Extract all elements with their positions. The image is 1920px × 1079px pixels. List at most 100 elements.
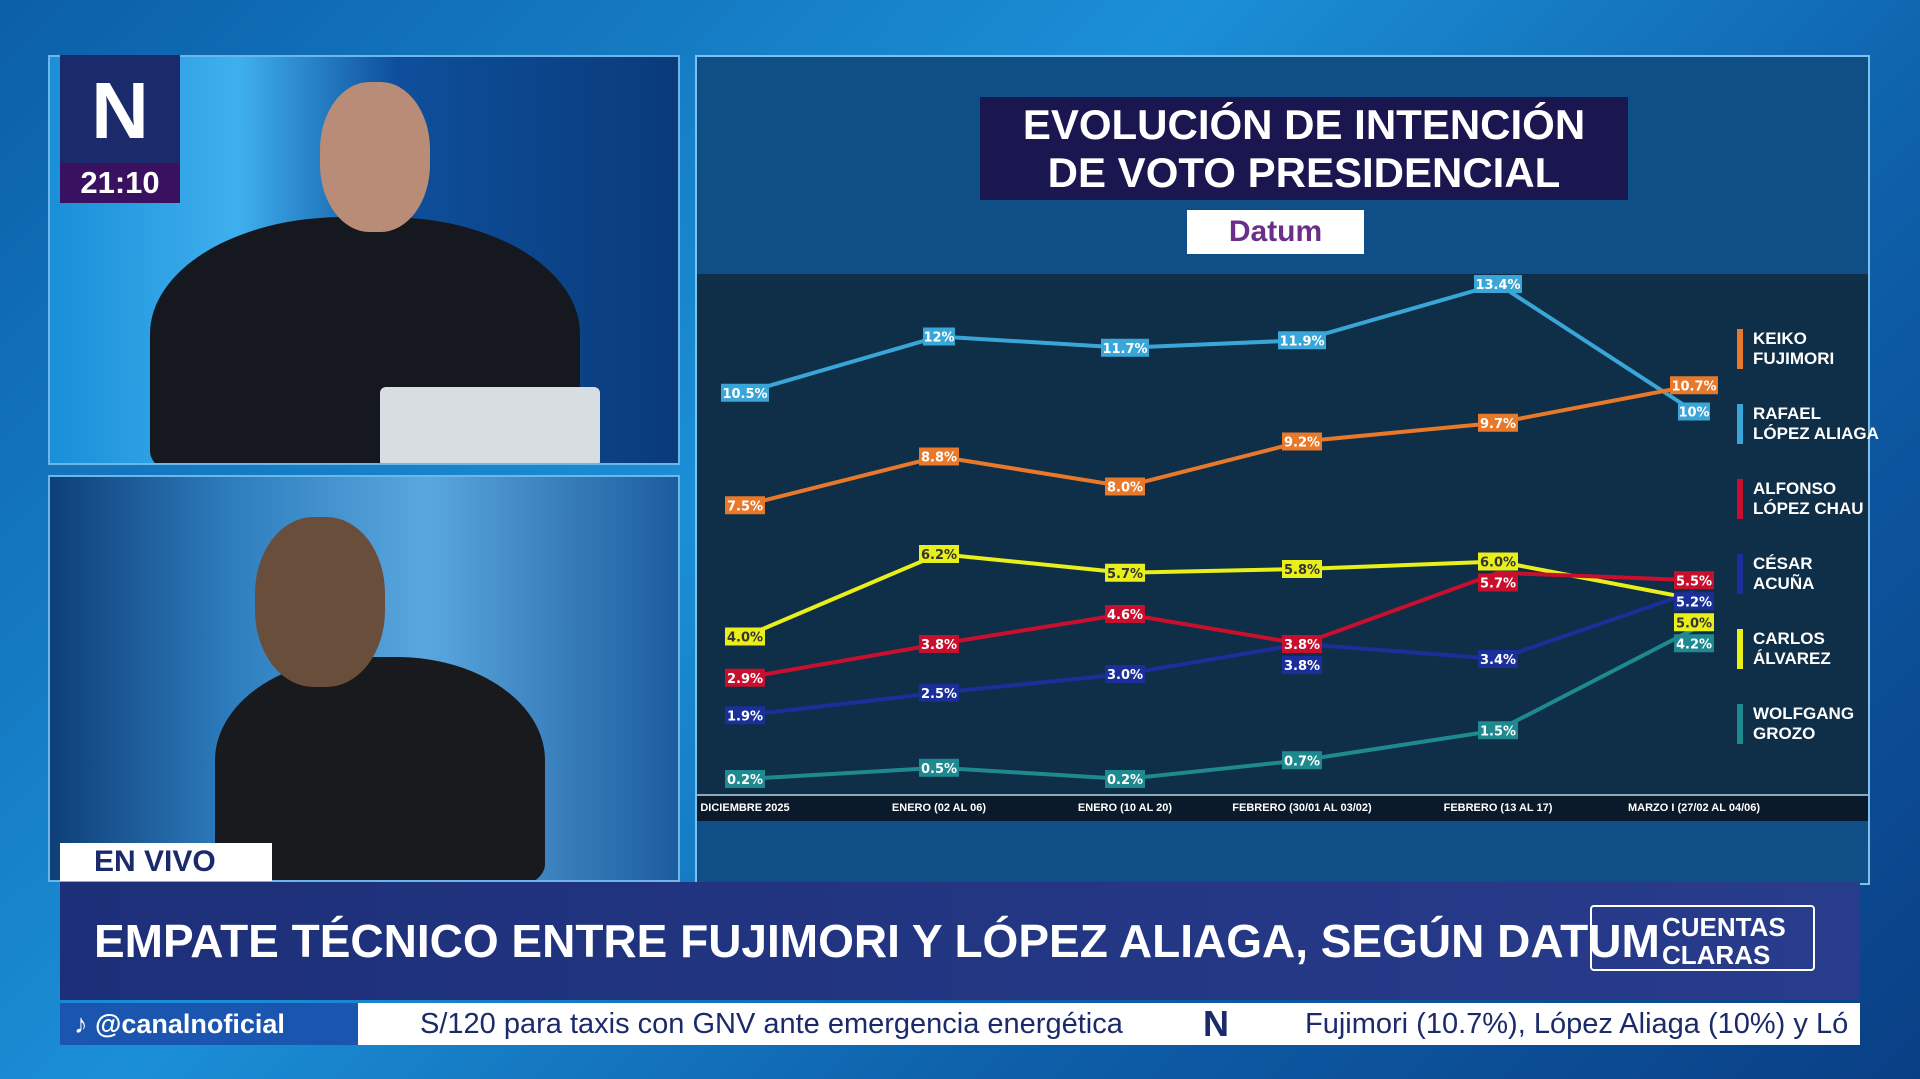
data-label-bg xyxy=(1101,338,1149,357)
legend-line1: RAFAEL xyxy=(1753,404,1821,423)
brand-line1: CUENTAS xyxy=(1662,912,1786,942)
data-label-bg xyxy=(1105,770,1145,788)
data-label-bg xyxy=(725,770,765,788)
data-label: 12% xyxy=(923,331,954,346)
plot-area: 10.5% 7.5% 4.0% 2.9% 1.9% 0.2% 12% 8.8% 6.2% 3.8%… xyxy=(697,274,1879,796)
chart-title: EVOLUCIÓN DE INTENCIÓN DE VOTO PRESIDENC… xyxy=(980,97,1628,200)
data-label-bg xyxy=(725,496,765,515)
legend-item: CARLOS ÁLVAREZ xyxy=(1737,629,1887,669)
datum-logo: Datum xyxy=(1187,210,1364,254)
data-label: 4.6% xyxy=(1107,608,1143,623)
ticker-item: Fujimori (10.7%), López Aliaga (10%) y L… xyxy=(1305,1008,1849,1040)
data-label: 11.7% xyxy=(1102,342,1147,357)
x-axis: DICIEMBRE 2025 ENERO (02 AL 06) ENERO (10 … xyxy=(697,794,1868,821)
legend-line1: ALFONSO xyxy=(1753,479,1837,498)
data-label-bg xyxy=(1282,432,1322,451)
channel-logo-mark: N xyxy=(91,66,149,155)
data-label-bg xyxy=(721,383,769,402)
chart-title-line2: DE VOTO PRESIDENCIAL xyxy=(1047,149,1561,196)
series-line xyxy=(744,570,1695,680)
data-label: 3.8% xyxy=(921,638,957,653)
data-label-bg xyxy=(725,627,765,646)
guest-head xyxy=(255,517,385,687)
laptop xyxy=(380,387,600,463)
data-label: 5.0% xyxy=(1676,616,1712,631)
data-label-bg xyxy=(1674,634,1714,653)
data-label: 0.5% xyxy=(921,762,957,777)
data-label: 3.0% xyxy=(1107,668,1143,683)
line-chart: 10.5% 7.5% 4.0% 2.9% 1.9% 0.2% 12% 8.8% 6.2% 3.8%… xyxy=(721,275,1718,788)
series-line xyxy=(744,383,1695,508)
data-label-bg xyxy=(1670,376,1718,395)
data-label: 1.5% xyxy=(1480,724,1516,739)
data-label-bg xyxy=(919,545,959,563)
legend-line2: GROZO xyxy=(1753,724,1816,743)
data-label-bg xyxy=(1105,477,1145,496)
data-label-bg xyxy=(919,758,959,777)
headline-banner: EMPATE TÉCNICO ENTRE FUJIMORI Y LÓPEZ AL… xyxy=(60,882,1860,1000)
data-label: 2.5% xyxy=(921,687,957,702)
legend-item: CÉSAR ACUÑA xyxy=(1737,554,1887,594)
data-label: 0.2% xyxy=(727,773,763,788)
data-label: 10.5% xyxy=(722,387,767,402)
data-label: 4.2% xyxy=(1676,637,1712,652)
data-label-bg xyxy=(1478,552,1518,571)
data-label: 5.8% xyxy=(1284,563,1320,578)
legend-item: RAFAEL LÓPEZ ALIAGA xyxy=(1737,404,1887,444)
data-label: 6.0% xyxy=(1480,556,1516,571)
series-line xyxy=(744,551,1695,639)
data-label-bg xyxy=(1282,635,1322,653)
chart-panel: EVOLUCIÓN DE INTENCIÓN DE VOTO PRESIDENC… xyxy=(695,55,1879,885)
data-label: 2.9% xyxy=(727,672,763,687)
data-label: 5.2% xyxy=(1676,595,1712,610)
data-label-bg xyxy=(1474,275,1522,293)
data-label: 7.5% xyxy=(727,499,763,514)
legend-item: WOLFGANG GROZO xyxy=(1737,704,1887,744)
ticker-item: S/120 para taxis con GNV ante emergencia… xyxy=(420,1008,1123,1040)
data-label: 10.7% xyxy=(1671,379,1716,394)
x-tick-label: FEBRERO (13 AL 17) xyxy=(1443,802,1553,814)
clock: 21:10 xyxy=(60,163,180,203)
x-tick-label: ENERO (02 AL 06) xyxy=(891,802,987,814)
data-label: 1.9% xyxy=(727,709,763,724)
legend-item: KEIKO FUJIMORI xyxy=(1737,329,1887,369)
anchor-video-feed xyxy=(48,55,680,465)
data-label-bg xyxy=(725,668,765,687)
data-label: 0.2% xyxy=(1107,773,1143,788)
data-label-bg xyxy=(919,447,959,466)
data-label-bg xyxy=(1674,613,1714,632)
data-label: 8.8% xyxy=(921,451,957,466)
data-label: 6.2% xyxy=(921,548,957,563)
data-label: 5.7% xyxy=(1107,567,1143,582)
data-label-bg xyxy=(919,683,959,702)
legend-line1: KEIKO xyxy=(1753,329,1807,348)
anchor-head xyxy=(320,82,430,232)
legend-line2: ACUÑA xyxy=(1753,574,1815,593)
channel-logo: N 21:10 xyxy=(60,55,180,203)
live-badge: EN VIVO xyxy=(60,843,272,881)
data-label: 9.2% xyxy=(1284,436,1320,451)
series-line xyxy=(744,627,1695,782)
data-label: 10% xyxy=(1678,406,1709,421)
data-label: 3.8% xyxy=(1284,659,1320,674)
data-label-bg xyxy=(1105,665,1145,683)
legend-line2: ÁLVAREZ xyxy=(1753,649,1831,668)
social-handle: ♪ @canalnoficial xyxy=(60,1003,358,1045)
data-label: 9.7% xyxy=(1480,417,1516,432)
data-label: 3.4% xyxy=(1480,653,1516,668)
legend-line2: FUJIMORI xyxy=(1753,349,1835,368)
handle-text: @canalnoficial xyxy=(95,1009,285,1039)
legend-line1: CARLOS xyxy=(1753,629,1825,648)
data-label-bg xyxy=(1282,751,1322,770)
data-label: 3.8% xyxy=(1284,638,1320,653)
x-tick-label: DICIEMBRE 2025 xyxy=(700,802,790,814)
data-label: 13.4% xyxy=(1475,278,1520,293)
data-label-bg xyxy=(1278,331,1326,350)
legend-line1: CÉSAR xyxy=(1753,554,1813,573)
tiktok-icon: ♪ xyxy=(74,1009,96,1039)
guest-video-feed xyxy=(48,475,680,882)
data-label-bg xyxy=(1478,573,1518,592)
series-line xyxy=(744,589,1695,718)
x-tick-label: FEBRERO (30/01 AL 03/02) xyxy=(1232,802,1372,814)
data-label-bg xyxy=(1105,563,1145,582)
